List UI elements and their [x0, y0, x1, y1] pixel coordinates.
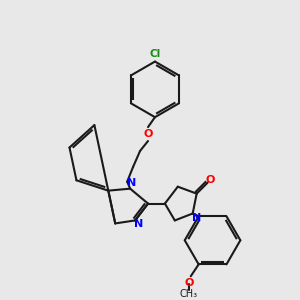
Text: Cl: Cl: [149, 49, 161, 58]
Text: N: N: [127, 178, 136, 188]
Text: CH₃: CH₃: [180, 289, 198, 299]
Text: O: O: [143, 129, 153, 139]
Text: O: O: [206, 175, 215, 185]
Text: N: N: [192, 214, 201, 224]
Text: N: N: [134, 219, 144, 230]
Text: O: O: [184, 278, 194, 288]
